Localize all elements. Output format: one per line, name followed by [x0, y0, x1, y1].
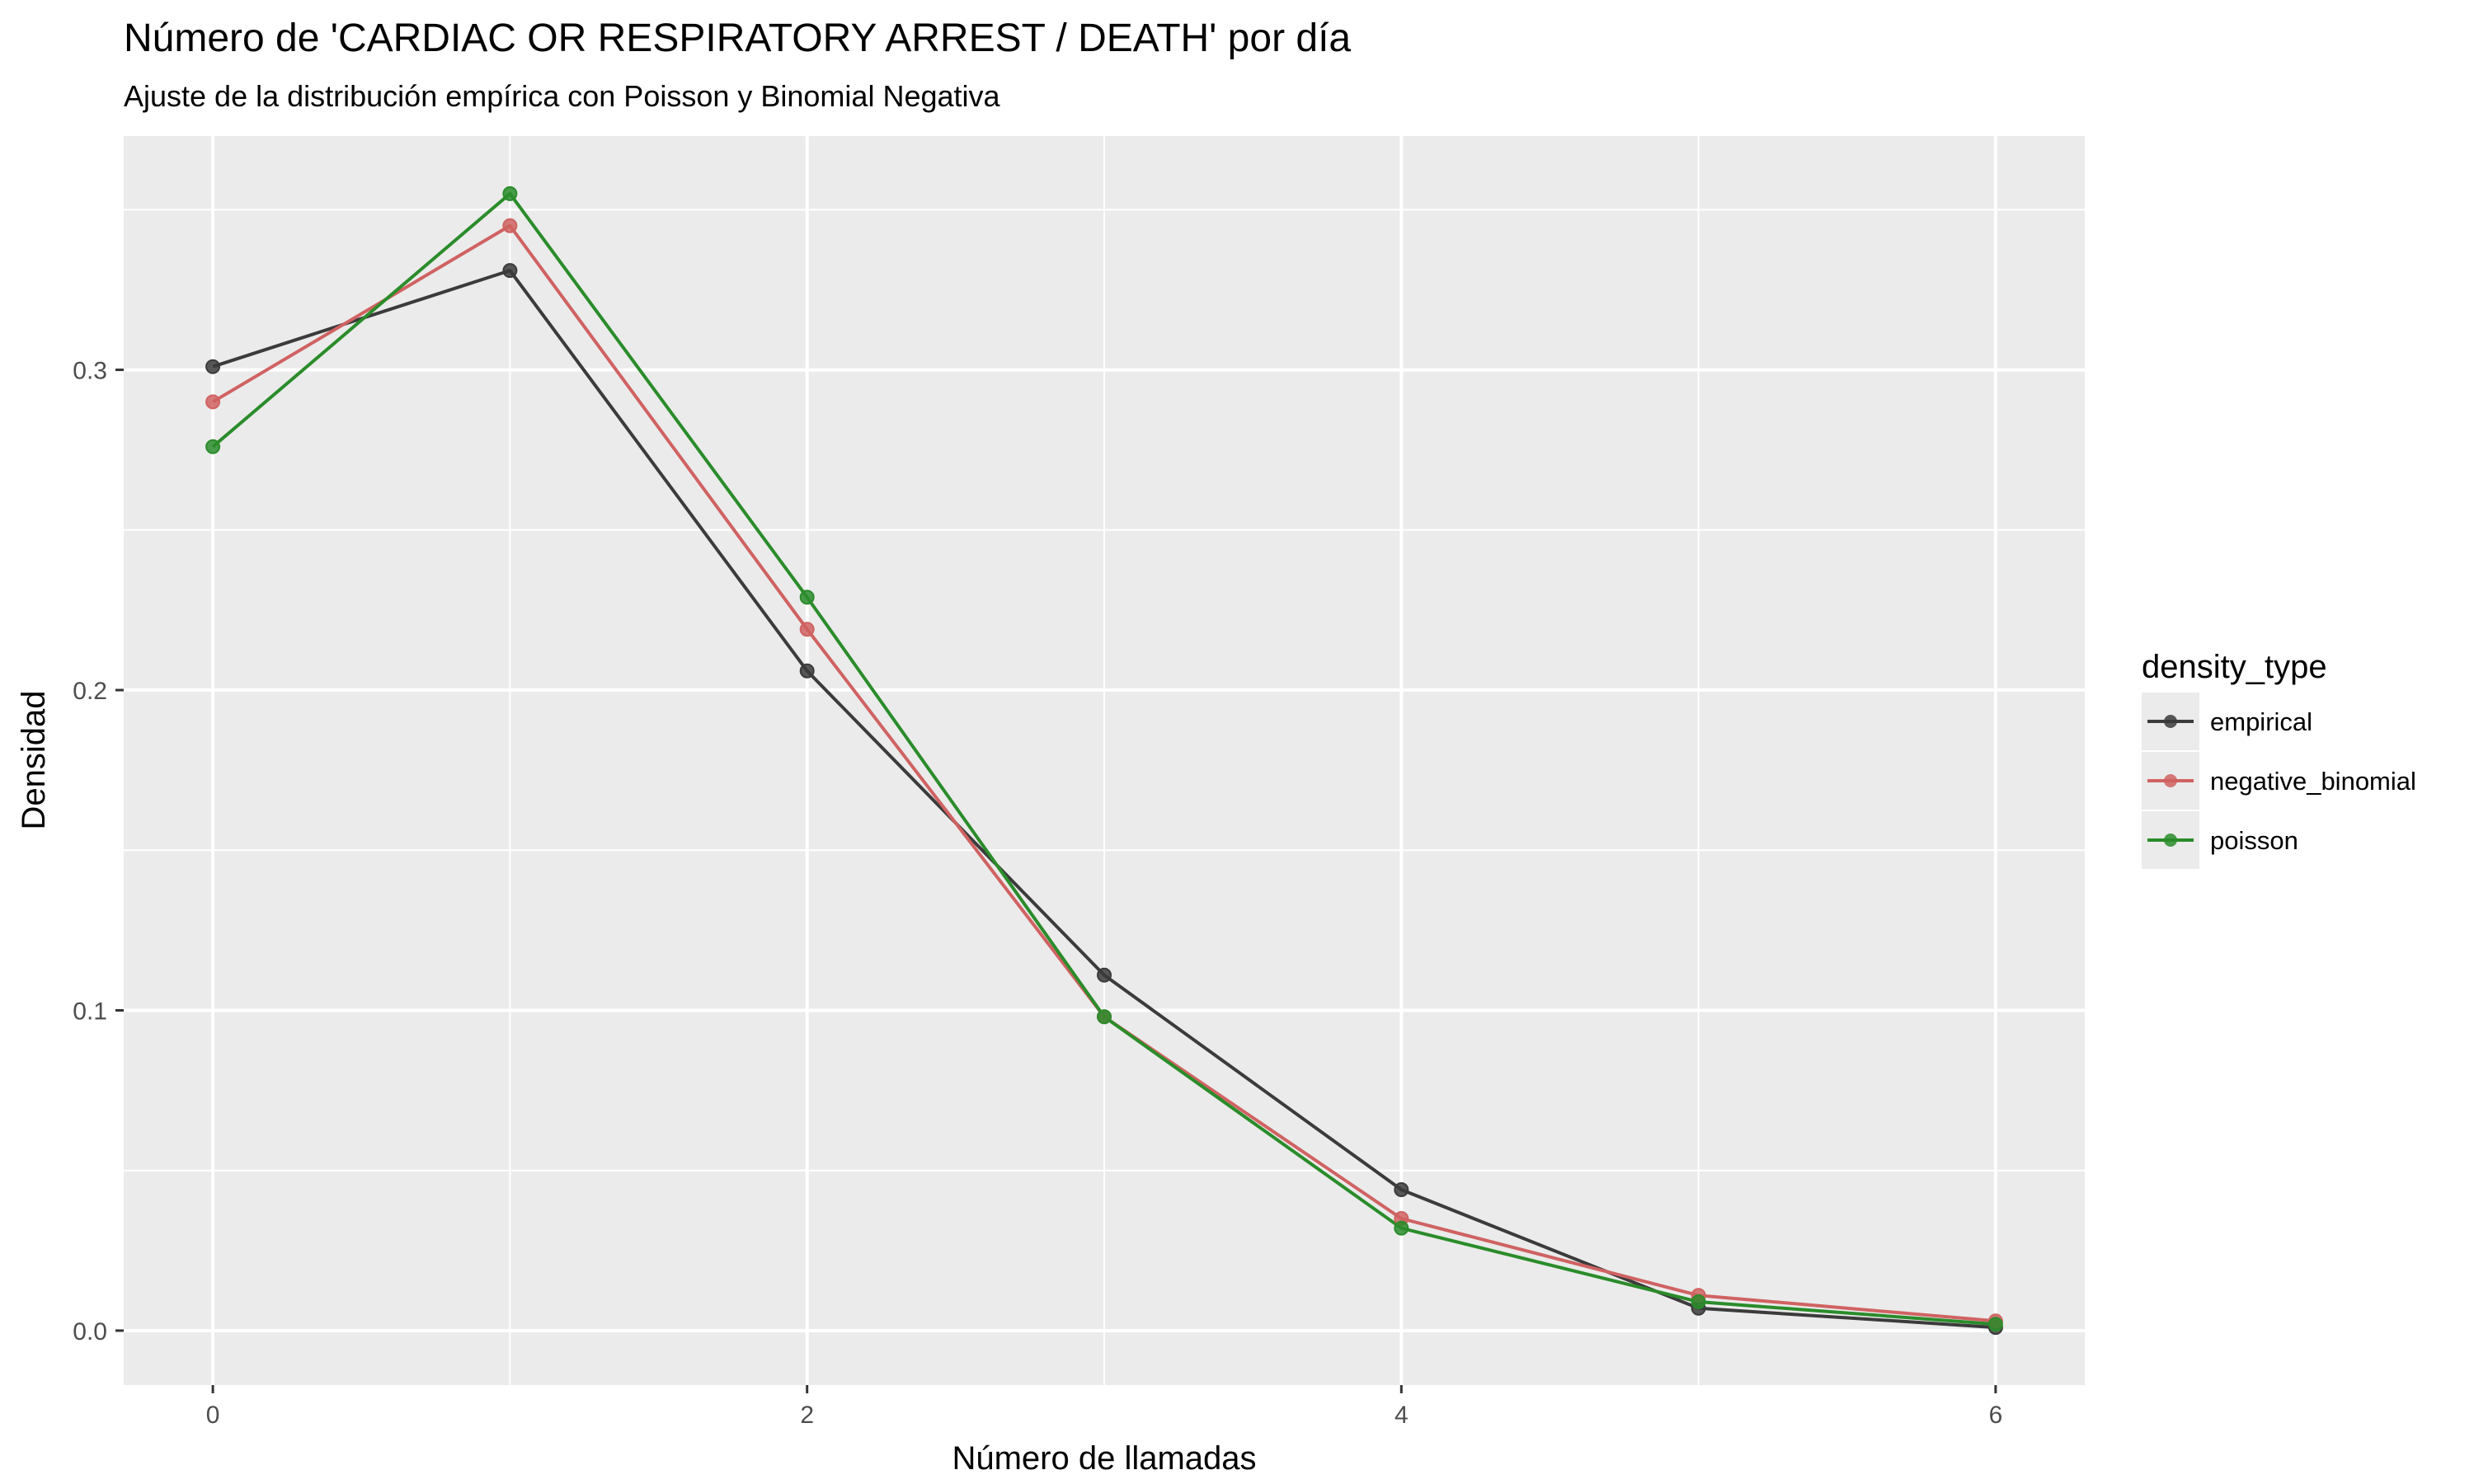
y-axis-title: Densidad: [16, 690, 52, 829]
legend: density_type empirical negative_binomialp…: [2142, 649, 2416, 869]
legend-label-negative_binomial: negative_binomial: [2210, 767, 2416, 796]
data-point-poisson: [799, 589, 815, 605]
minor-gridlines: [124, 136, 2085, 1385]
y-tick-label: 0.0: [73, 1318, 107, 1345]
y-tick-label: 0.3: [73, 358, 107, 385]
legend-title: density_type: [2142, 649, 2327, 685]
x-tick-label: 4: [1395, 1402, 1409, 1429]
x-axis-title: Número de llamadas: [952, 1440, 1256, 1477]
chart-subtitle: Ajuste de la distribución empírica con P…: [124, 79, 1001, 113]
legend-point-empirical: [2164, 715, 2177, 728]
legend-label-poisson: poisson: [2210, 826, 2298, 855]
legend-label-empirical: empirical: [2210, 707, 2312, 736]
y-axis-ticks: 0.0 0.1 0.2 0.3: [73, 358, 124, 1345]
data-point-empirical: [1394, 1182, 1409, 1198]
y-tick-label: 0.2: [73, 678, 107, 705]
chart-title: Número de 'CARDIAC OR RESPIRATORY ARREST…: [124, 16, 1351, 60]
series-layer: [205, 186, 2003, 1336]
data-point-poisson: [1097, 1009, 1112, 1025]
x-tick-label: 6: [1989, 1402, 2003, 1429]
y-tick-label: 0.1: [73, 998, 107, 1026]
x-axis-ticks: 0 2 4 6: [206, 1385, 2003, 1429]
data-point-empirical: [799, 663, 815, 679]
legend-point-negative_binomial: [2164, 774, 2177, 787]
data-point-negative_binomial: [799, 622, 815, 637]
data-point-poisson: [1394, 1220, 1409, 1236]
data-point-empirical: [205, 359, 221, 374]
data-point-poisson: [1691, 1294, 1706, 1309]
data-point-poisson: [205, 439, 221, 454]
data-point-poisson: [1987, 1317, 2003, 1332]
data-point-poisson: [502, 186, 518, 201]
legend-point-poisson: [2164, 834, 2177, 847]
data-point-empirical: [1097, 967, 1112, 983]
data-point-negative_binomial: [205, 394, 221, 410]
data-point-empirical: [502, 263, 518, 279]
major-gridlines: [124, 136, 2085, 1385]
x-tick-label: 2: [800, 1402, 814, 1429]
x-tick-label: 0: [206, 1402, 220, 1429]
data-point-negative_binomial: [502, 218, 518, 233]
